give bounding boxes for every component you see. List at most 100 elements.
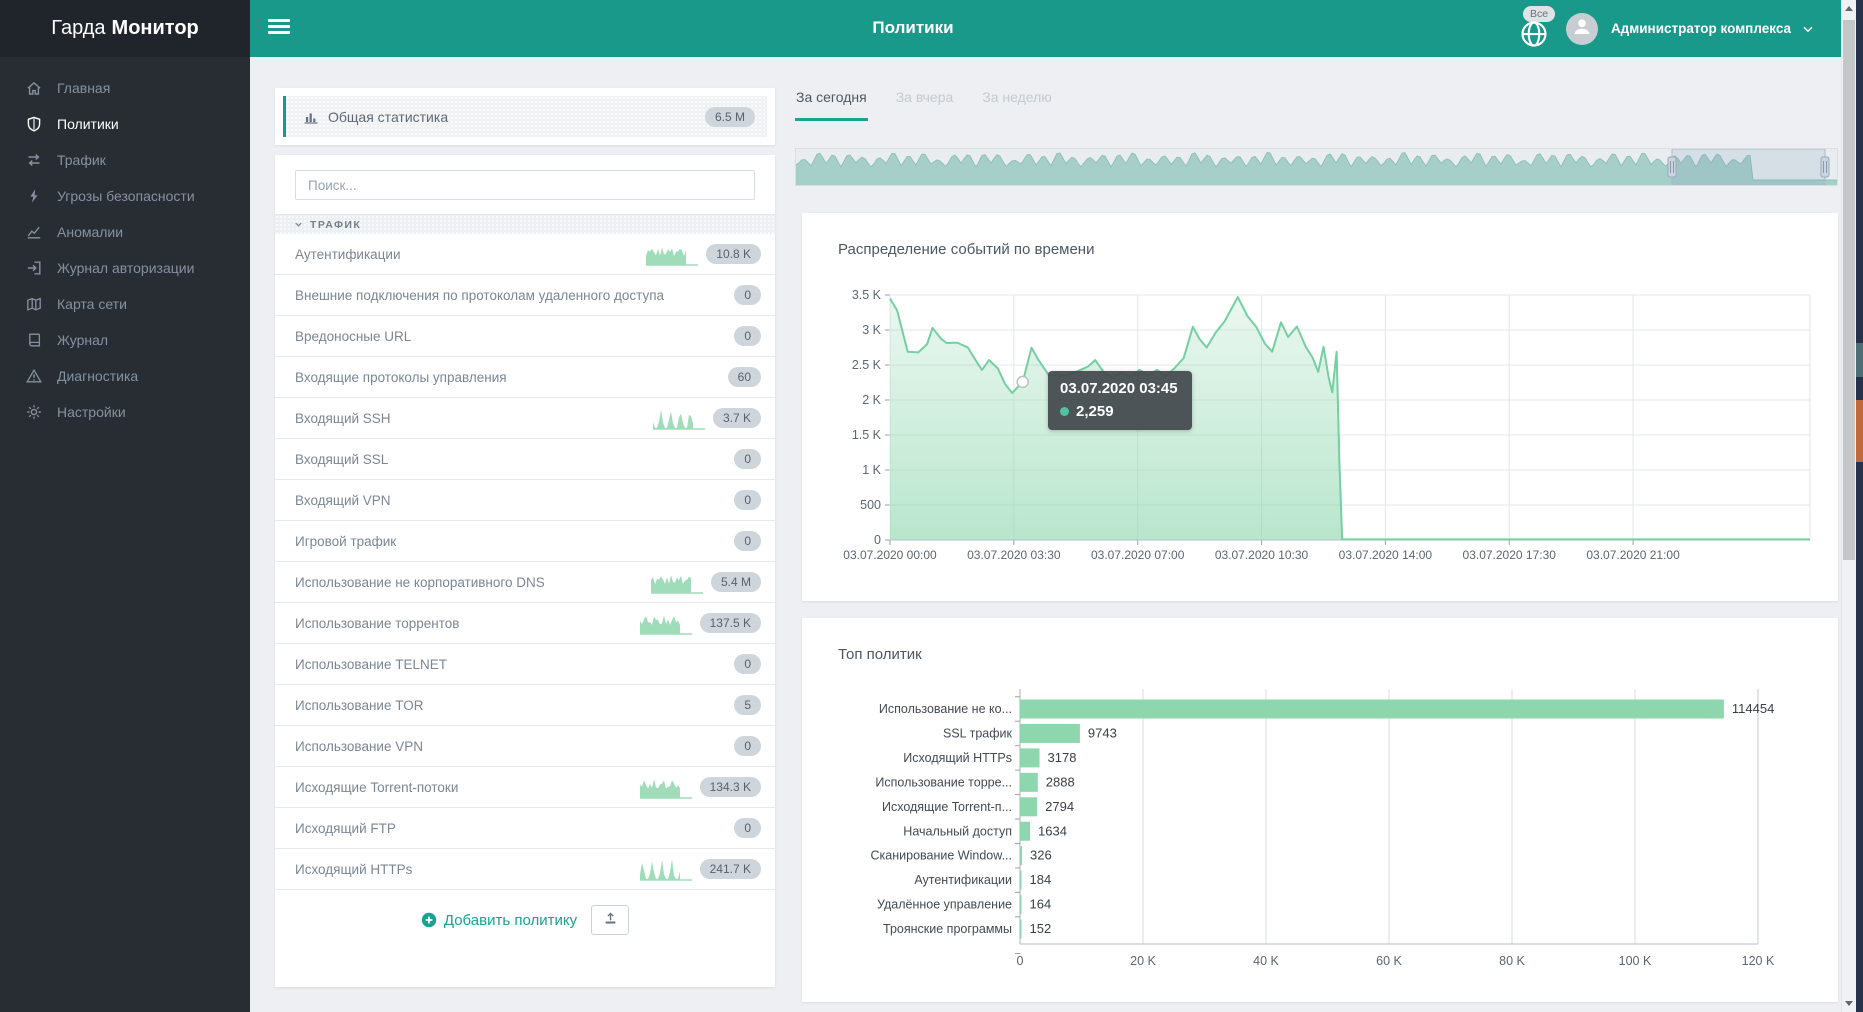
svg-text:03.07.2020 17:30: 03.07.2020 17:30 [1463,548,1557,562]
policy-row[interactable]: Входящие протоколы управления60 [275,357,775,398]
user-menu-label[interactable]: Администратор комплекса [1611,21,1791,36]
svg-text:0: 0 [874,533,881,547]
scrollbar-thumb[interactable] [1843,20,1855,560]
policy-row[interactable]: Игровой трафик0 [275,521,775,562]
import-policy-button[interactable] [591,905,629,935]
policy-label: Использование TOR [295,698,734,713]
sidebar-item-label: Журнал авторизации [57,260,194,276]
add-policy-button[interactable]: Добавить политику [421,912,577,929]
top-bar: Политики Все Администратор комплекса [250,0,1841,57]
policy-sparkline [640,856,692,882]
map-icon [26,296,42,312]
policy-sparkline [651,569,703,595]
scroll-up-button[interactable] [1842,0,1856,17]
globe-button[interactable]: Все [1519,7,1553,51]
svg-text:2 K: 2 K [862,393,881,407]
sidebar-item-4[interactable]: Угрозы безопасности [0,178,250,214]
sidebar-item-1[interactable]: Главная [0,70,250,106]
svg-text:184: 184 [1030,872,1052,887]
policy-row[interactable]: Использование торрентов137.5 K [275,603,775,644]
tab-1[interactable]: За сегодня [795,83,868,121]
policy-count-badge: 134.3 K [700,777,761,797]
chart-tooltip: 03.07.2020 03:45 2,259 [1048,371,1192,430]
top-policies-bar-chart[interactable]: 020 K40 K60 K80 K100 K120 KИспользование… [802,618,1838,1002]
scrollbar[interactable] [1841,0,1856,1012]
policy-list-footer: Добавить политику [275,890,775,935]
policy-label: Аутентификации [295,247,646,262]
tooltip-value: 2,259 [1076,403,1114,420]
policy-label: Игровой трафик [295,534,734,549]
upload-icon [603,911,618,929]
policy-count-badge: 60 [728,367,761,387]
scroll-down-button[interactable] [1842,995,1856,1012]
svg-text:Удалённое управление: Удалённое управление [877,898,1012,912]
policy-row[interactable]: Входящий SSH 3.7 K [275,398,775,439]
total-statistics-row[interactable]: Общая статистика 6.5 M [283,96,767,137]
book-icon [26,332,42,348]
search-input[interactable] [295,170,755,200]
sidebar-item-10[interactable]: Настройки [0,394,250,430]
sidebar-item-label: Журнал [57,332,108,348]
svg-text:164: 164 [1030,897,1052,912]
sign-in-icon [26,260,42,276]
policy-label: Входящий SSH [295,411,653,426]
policy-count-badge: 10.8 K [706,244,761,264]
sidebar-item-9[interactable]: Диагностика [0,358,250,394]
policy-row[interactable]: Входящий VPN0 [275,480,775,521]
policy-count-badge: 0 [734,736,761,756]
warning-icon [26,368,42,384]
svg-text:3.5 K: 3.5 K [852,288,882,302]
sidebar-item-6[interactable]: Журнал авторизации [0,250,250,286]
tab-3[interactable]: За неделю [981,83,1053,121]
policy-label: Исходящий FTP [295,821,734,836]
policy-count-badge: 0 [734,490,761,510]
policy-label: Использование не корпоративного DNS [295,575,651,590]
add-policy-label: Добавить политику [444,912,577,929]
policy-row[interactable]: Использование TOR5 [275,685,775,726]
policy-row[interactable]: Входящий SSL0 [275,439,775,480]
events-over-time-card: Распределение событий по времени 05001 K… [802,213,1838,601]
policy-row[interactable]: Использование не корпоративного DNS5.4 M [275,562,775,603]
sidebar-item-3[interactable]: Трафик [0,142,250,178]
policy-row[interactable]: Использование TELNET0 [275,644,775,685]
policy-count-badge: 0 [734,818,761,838]
sidebar-item-5[interactable]: Аномалии [0,214,250,250]
policy-count-badge: 0 [734,449,761,469]
avatar[interactable] [1566,13,1598,45]
timeline-navigator[interactable] [795,148,1838,186]
chevron-down-icon[interactable] [1801,22,1815,36]
svg-text:60 K: 60 K [1376,954,1402,968]
policy-row[interactable]: Вредоносные URL0 [275,316,775,357]
svg-text:114454: 114454 [1732,701,1774,716]
sidebar-nav: ГлавнаяПолитикиТрафикУгрозы безопасности… [0,57,250,430]
hamburger-menu-icon[interactable] [268,16,292,40]
svg-text:1.5 K: 1.5 K [852,428,882,442]
window-edge-strip [1856,0,1863,1012]
sidebar-item-7[interactable]: Карта сети [0,286,250,322]
logo-text-light: Гарда [51,17,105,40]
sidebar-item-label: Аномалии [57,224,123,240]
svg-text:03.07.2020 10:30: 03.07.2020 10:30 [1215,548,1309,562]
sidebar-item-8[interactable]: Журнал [0,322,250,358]
svg-text:Троянские программы: Троянские программы [883,922,1012,936]
policy-row[interactable]: Внешние подключения по протоколам удален… [275,275,775,316]
scroll-down-icon [1845,1001,1853,1006]
policy-label: Входящие протоколы управления [295,370,728,385]
events-line-chart[interactable]: 05001 K1.5 K2 K2.5 K3 K3.5 K03.07.2020 0… [802,213,1838,601]
section-header-traffic[interactable]: ТРАФИК [275,214,775,234]
tab-2[interactable]: За вчера [895,83,955,121]
policy-count-badge: 3.7 K [713,408,761,428]
sidebar-item-2[interactable]: Политики [0,106,250,142]
policy-row[interactable]: Исходящий HTTPs241.7 K [275,849,775,890]
svg-text:500: 500 [860,498,881,512]
traffic-icon [26,152,42,168]
bolt-icon [26,188,42,204]
policy-row[interactable]: Использование VPN0 [275,726,775,767]
svg-text:1634: 1634 [1038,823,1067,838]
policy-row[interactable]: Аутентификации 10.8 K [275,234,775,275]
svg-text:Исходящий HTTPs: Исходящий HTTPs [903,751,1012,765]
line-chart-title: Распределение событий по времени [838,241,1094,258]
policy-row[interactable]: Исходящие Torrent-потоки134.3 K [275,767,775,808]
svg-text:80 K: 80 K [1499,954,1525,968]
policy-row[interactable]: Исходящий FTP0 [275,808,775,849]
